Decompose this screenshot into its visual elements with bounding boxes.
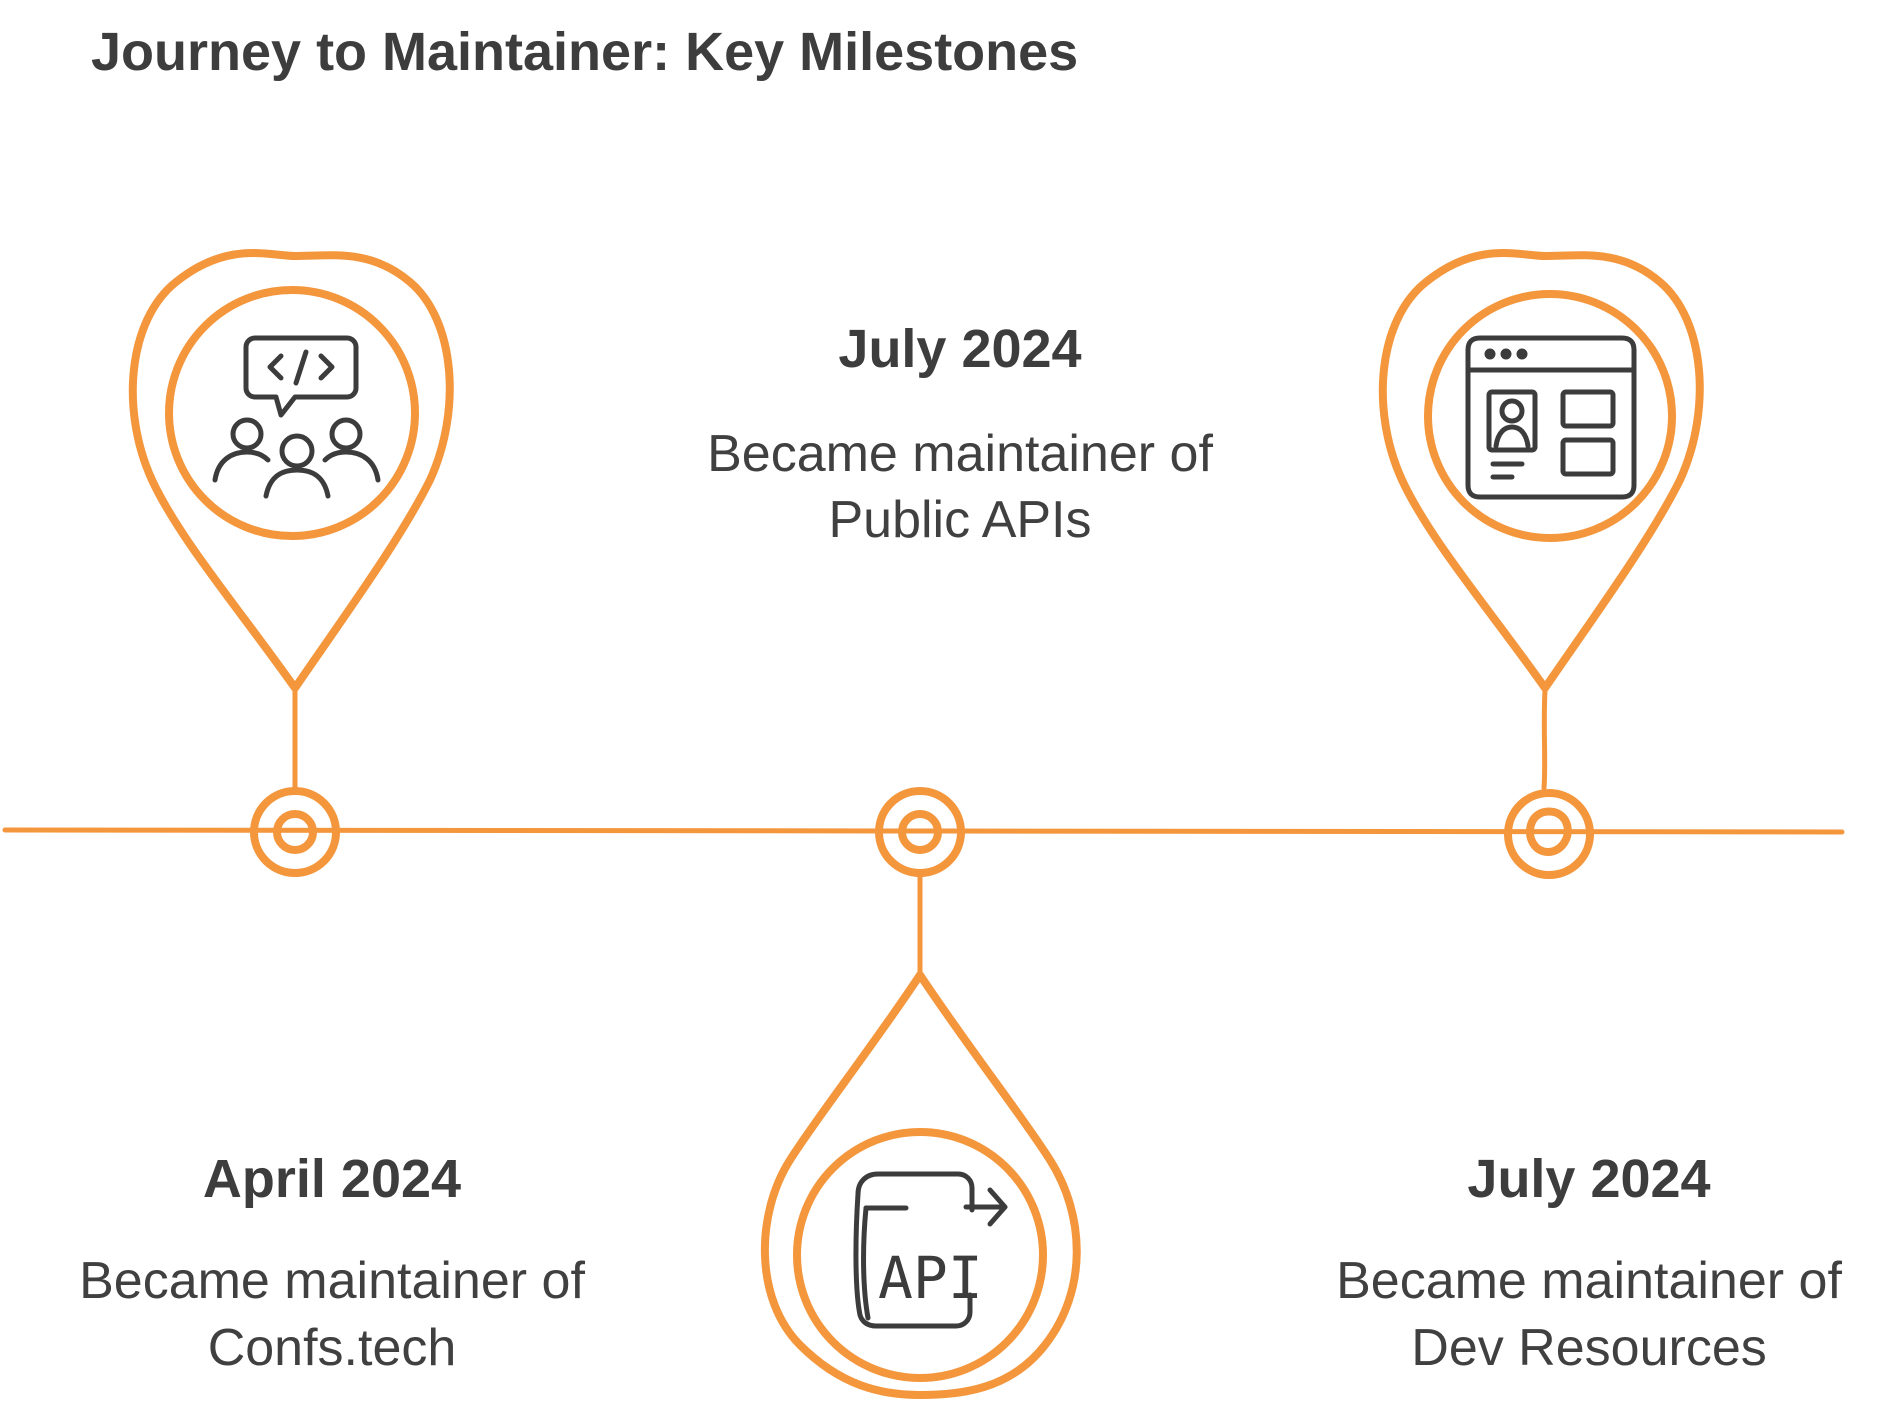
milestone-1-desc-line-2: Confs.tech bbox=[208, 1319, 457, 1377]
milestone-3-date: July 2024 bbox=[1467, 1149, 1710, 1209]
web-profile-page-icon bbox=[1465, 335, 1637, 500]
milestone-1-pin bbox=[128, 249, 454, 692]
milestone-2-icon-ring bbox=[793, 1128, 1047, 1382]
milestone-3-connector bbox=[1541, 687, 1548, 791]
api-document-icon: API bbox=[853, 1171, 1008, 1329]
milestone-3-icon-ring bbox=[1424, 290, 1676, 542]
milestone-2-pin bbox=[760, 971, 1081, 1399]
diagram-title: Journey to Maintainer: Key Milestones bbox=[91, 22, 1078, 82]
milestone-2-node-outer bbox=[875, 787, 965, 877]
milestone-2-desc-line-1: Became maintainer of bbox=[707, 425, 1213, 483]
milestone-1-node-inner bbox=[273, 810, 317, 854]
milestone-1-node-outer bbox=[250, 787, 340, 877]
code-chat-people-icon bbox=[212, 335, 381, 499]
milestone-1-icon-ring bbox=[165, 286, 419, 540]
milestone-2: API July 2024 Became maintainer of Publi… bbox=[707, 319, 1213, 1399]
milestone-1-date: April 2024 bbox=[203, 1149, 461, 1209]
milestone-3-node-outer bbox=[1504, 789, 1594, 879]
milestone-3-pin bbox=[1378, 249, 1704, 692]
milestone-1: April 2024 Became maintainer of Confs.te… bbox=[79, 249, 585, 1377]
milestone-3-desc-line-1: Became maintainer of bbox=[1336, 1252, 1842, 1310]
milestone-1-desc-line-1: Became maintainer of bbox=[79, 1252, 585, 1310]
milestone-3: July 2024 Became maintainer of Dev Resou… bbox=[1336, 249, 1842, 1377]
timeline-line bbox=[2, 826, 1845, 835]
milestone-3-desc-line-2: Dev Resources bbox=[1411, 1319, 1766, 1377]
milestone-2-desc-line-2: Public APIs bbox=[828, 491, 1091, 549]
api-icon-label: API bbox=[878, 1244, 983, 1312]
milestone-2-date: July 2024 bbox=[838, 319, 1081, 379]
milestone-3-node-inner bbox=[1526, 807, 1572, 856]
milestone-2-node-inner bbox=[898, 810, 942, 854]
